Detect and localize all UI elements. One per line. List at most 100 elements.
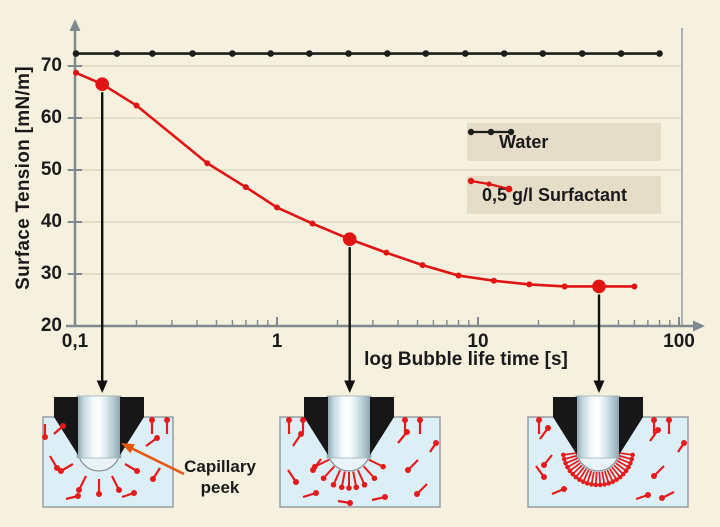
molecule-head-icon bbox=[433, 440, 439, 446]
data-point bbox=[242, 184, 249, 191]
molecule-head-icon bbox=[623, 468, 629, 474]
x-axis-title: log Bubble life time [s] bbox=[364, 349, 568, 370]
capillary-peek-label-line1: Capillary bbox=[184, 457, 256, 476]
molecule-head-icon bbox=[346, 485, 352, 491]
molecule-head-icon bbox=[655, 427, 661, 433]
y-tick-label-50: 50 bbox=[40, 159, 62, 180]
data-point bbox=[133, 102, 140, 109]
surface-pin-head-icon bbox=[286, 417, 292, 423]
molecule-head-icon bbox=[606, 481, 612, 486]
molecule-head-icon bbox=[561, 452, 566, 458]
data-point bbox=[229, 50, 236, 57]
molecule-head-icon bbox=[293, 479, 299, 485]
molecule-head-icon bbox=[593, 482, 599, 488]
molecule-head-icon bbox=[681, 440, 687, 446]
molecule-head-icon bbox=[597, 482, 603, 488]
molecule-head-icon bbox=[617, 474, 623, 480]
data-point bbox=[306, 50, 313, 57]
data-point bbox=[274, 204, 280, 211]
molecule-head-icon bbox=[565, 464, 570, 470]
axes bbox=[66, 19, 705, 332]
molecule-head-icon bbox=[380, 463, 386, 470]
molecule-head-icon bbox=[580, 479, 586, 485]
y-tick-label-60: 60 bbox=[40, 107, 62, 128]
molecule-head-icon bbox=[626, 464, 631, 470]
molecule-head-icon bbox=[338, 484, 345, 491]
surface-pin-head-icon bbox=[651, 417, 657, 423]
y-tick-label-20: 20 bbox=[40, 315, 62, 336]
data-point bbox=[455, 272, 462, 279]
data-point bbox=[617, 50, 625, 57]
molecule-head-icon bbox=[645, 492, 651, 498]
molecule-head-icon bbox=[659, 495, 665, 501]
molecule-head-icon bbox=[361, 481, 368, 488]
y-tick-label-40: 40 bbox=[40, 211, 62, 232]
y-tick-label-30: 30 bbox=[40, 263, 62, 284]
surface-pin-head-icon bbox=[536, 417, 542, 423]
data-point bbox=[526, 281, 533, 288]
molecule-head-icon bbox=[541, 462, 547, 468]
data-point bbox=[73, 69, 79, 76]
molecule-head-icon bbox=[382, 494, 388, 500]
highlighted-data-point bbox=[342, 232, 357, 246]
molecule-head-icon bbox=[58, 468, 64, 474]
molecule-head-icon bbox=[76, 487, 82, 493]
data-point bbox=[539, 50, 547, 57]
molecule-head-icon bbox=[570, 471, 575, 477]
molecule-head-icon bbox=[545, 425, 551, 431]
molecule-head-icon bbox=[584, 481, 590, 486]
molecule-head-icon bbox=[541, 474, 547, 480]
molecule-head-icon bbox=[298, 431, 304, 437]
data-point bbox=[656, 50, 663, 57]
molecule-head-icon bbox=[330, 481, 337, 488]
illustration-3 bbox=[527, 395, 689, 508]
data-point bbox=[419, 262, 426, 269]
surface-pin-head-icon bbox=[300, 417, 306, 423]
data-point bbox=[500, 50, 508, 57]
highlighted-data-point bbox=[592, 279, 606, 294]
molecule-head-icon bbox=[353, 484, 360, 491]
data-point bbox=[345, 50, 352, 57]
molecule-head-icon bbox=[405, 467, 411, 473]
data-point bbox=[72, 50, 80, 57]
molecule-head-icon bbox=[75, 493, 81, 499]
x-tick-label-1: 1 bbox=[271, 331, 283, 352]
x-tick-label-10: 10 bbox=[467, 331, 489, 352]
molecule-head-icon bbox=[347, 500, 353, 506]
molecule-head-icon bbox=[610, 479, 616, 485]
surface-pin-head-icon bbox=[164, 417, 170, 423]
data-point bbox=[561, 283, 568, 290]
molecule-head-icon bbox=[96, 491, 102, 497]
surface-pin-head-icon bbox=[417, 417, 423, 423]
molecule-head-icon bbox=[320, 475, 327, 482]
highlighted-data-point bbox=[95, 77, 109, 91]
y-tick-label-70: 70 bbox=[40, 55, 62, 76]
annotation-arrows bbox=[96, 92, 605, 393]
illustration-2 bbox=[279, 395, 441, 508]
capillary-icon bbox=[553, 397, 643, 455]
molecule-head-icon bbox=[651, 473, 657, 479]
legend-item-surfactant: 0,5 g/l Surfactant bbox=[467, 176, 661, 214]
data-point bbox=[384, 50, 391, 57]
gridlines bbox=[66, 65, 682, 275]
molecule-head-icon bbox=[150, 476, 156, 482]
data-point bbox=[204, 160, 211, 167]
molecule-head-icon bbox=[154, 435, 160, 441]
molecule-head-icon bbox=[614, 477, 619, 482]
molecule-head-icon bbox=[577, 477, 582, 482]
data-point bbox=[113, 50, 121, 57]
x-tick-label-0-1: 0,1 bbox=[61, 331, 89, 352]
capillary-glass bbox=[326, 395, 372, 459]
molecule-head-icon bbox=[131, 490, 137, 496]
data-point bbox=[383, 249, 390, 256]
data-point bbox=[149, 50, 156, 57]
molecule-head-icon bbox=[310, 467, 316, 473]
capillary-peek-label-line2: peek bbox=[200, 478, 240, 497]
molecule-head-icon bbox=[561, 456, 567, 462]
legend-sample-water-icon bbox=[467, 128, 515, 136]
data-point bbox=[267, 50, 274, 57]
x-tick-label-100: 100 bbox=[663, 331, 695, 352]
molecule-head-icon bbox=[561, 486, 567, 492]
molecule-head-icon bbox=[602, 482, 607, 487]
